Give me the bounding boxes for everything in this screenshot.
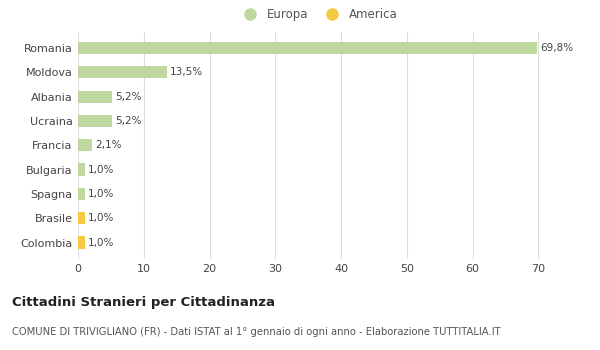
Text: 69,8%: 69,8% — [540, 43, 574, 53]
Text: 5,2%: 5,2% — [115, 116, 142, 126]
Bar — [78, 115, 112, 127]
Text: COMUNE DI TRIVIGLIANO (FR) - Dati ISTAT al 1° gennaio di ogni anno - Elaborazion: COMUNE DI TRIVIGLIANO (FR) - Dati ISTAT … — [12, 327, 500, 337]
Bar — [78, 188, 85, 200]
Text: 2,1%: 2,1% — [95, 140, 122, 150]
Text: 1,0%: 1,0% — [88, 189, 114, 199]
Legend: Europa, America: Europa, America — [239, 8, 397, 21]
Bar — [78, 139, 92, 151]
Text: 1,0%: 1,0% — [88, 238, 114, 247]
Text: Cittadini Stranieri per Cittadinanza: Cittadini Stranieri per Cittadinanza — [12, 296, 275, 309]
Bar — [78, 237, 85, 248]
Bar — [78, 66, 167, 78]
Bar — [78, 212, 85, 224]
Bar — [78, 163, 85, 176]
Text: 1,0%: 1,0% — [88, 164, 114, 175]
Text: 13,5%: 13,5% — [170, 67, 203, 77]
Bar — [78, 42, 537, 54]
Text: 5,2%: 5,2% — [115, 92, 142, 102]
Text: 1,0%: 1,0% — [88, 213, 114, 223]
Bar — [78, 91, 112, 103]
